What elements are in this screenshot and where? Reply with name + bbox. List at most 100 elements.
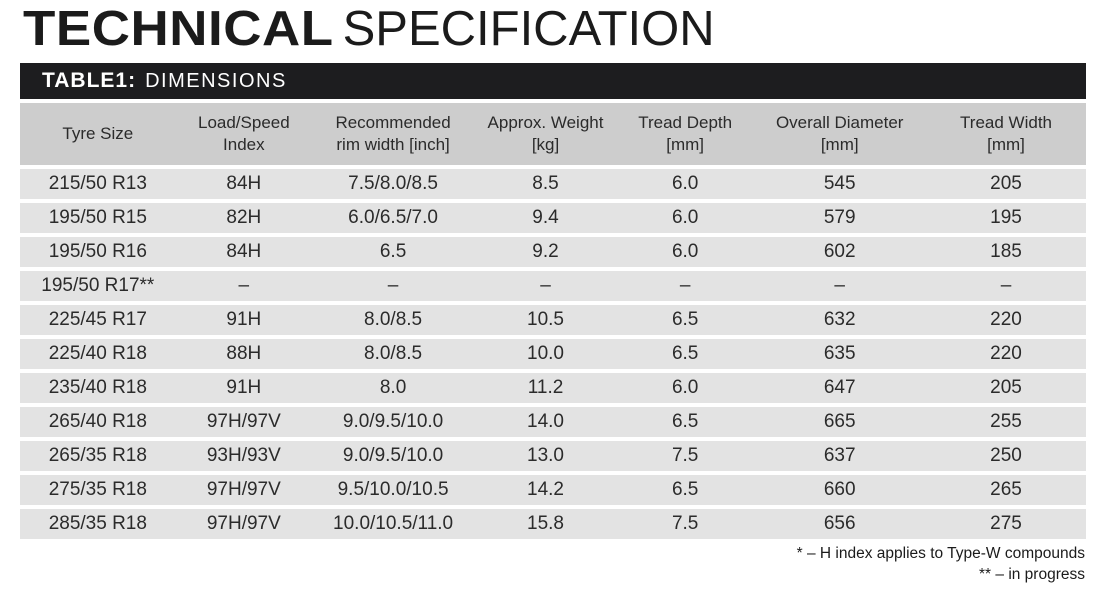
table-cell: 82H xyxy=(175,203,313,233)
table-cell: 265 xyxy=(926,475,1086,505)
table-row: 275/35 R18 97H/97V 9.5/10.0/10.5 14.2 6.5 660… xyxy=(20,475,1086,505)
table-cell: 88H xyxy=(175,339,313,369)
table-cell: 265/35 R18 xyxy=(20,441,176,471)
table-cell: 13.0 xyxy=(474,441,617,471)
page-title-light: SPECIFICATION xyxy=(342,1,715,56)
table-cell: – xyxy=(616,271,754,301)
table-cell: 10.5 xyxy=(474,305,617,335)
table-cell: 14.0 xyxy=(474,407,617,437)
dimensions-table-wrap: Tyre Size Load/Speed Index Recommended rim… xyxy=(20,99,1086,543)
column-header: Load/Speed Index xyxy=(175,103,313,165)
table-row: 215/50 R13 84H 7.5/8.0/8.5 8.5 6.0 545 205 xyxy=(20,169,1086,199)
footnotes: * – H index applies to Type-W compounds … xyxy=(797,543,1085,586)
table-cell: 285/35 R18 xyxy=(20,509,176,539)
table-cell: – xyxy=(474,271,617,301)
table-banner-label: TABLE1: xyxy=(42,69,137,92)
table-cell: 220 xyxy=(926,339,1086,369)
table-cell: 275/35 R18 xyxy=(20,475,176,505)
table-cell: 265/40 R18 xyxy=(20,407,176,437)
table-cell: 9.0/9.5/10.0 xyxy=(312,441,475,471)
table-cell: 6.0 xyxy=(616,203,754,233)
table-cell: 255 xyxy=(926,407,1086,437)
table-cell: 602 xyxy=(753,237,927,267)
page-title-heavy: TECHNICAL xyxy=(23,1,334,56)
column-header: Recommended rim width [inch] xyxy=(312,103,475,165)
table-cell: 195 xyxy=(926,203,1086,233)
table-cell: 6.0 xyxy=(616,237,754,267)
table-cell: 10.0 xyxy=(474,339,617,369)
table-cell: 8.0/8.5 xyxy=(312,339,475,369)
table-cell: 7.5 xyxy=(616,509,754,539)
column-header: Tyre Size xyxy=(20,103,176,165)
table-cell: 275 xyxy=(926,509,1086,539)
table-cell: 545 xyxy=(753,169,927,199)
table-cell: 8.5 xyxy=(474,169,617,199)
table-banner-title: DIMENSIONS xyxy=(145,69,287,92)
table-row: 195/50 R15 82H 6.0/6.5/7.0 9.4 6.0 579 195 xyxy=(20,203,1086,233)
table-cell: 250 xyxy=(926,441,1086,471)
table-row: 225/45 R17 91H 8.0/8.5 10.5 6.5 632 220 xyxy=(20,305,1086,335)
table-banner: TABLE1: DIMENSIONS xyxy=(20,63,1086,99)
footnote-double-asterisk: ** – in progress xyxy=(979,566,1085,584)
dimensions-table: Tyre Size Load/Speed Index Recommended rim… xyxy=(20,99,1086,543)
table-cell: 185 xyxy=(926,237,1086,267)
table-cell: 195/50 R17** xyxy=(20,271,176,301)
table-cell: 205 xyxy=(926,373,1086,403)
table-header-row: Tyre Size Load/Speed Index Recommended rim… xyxy=(20,103,1086,165)
table-cell: – xyxy=(926,271,1086,301)
table-cell: 6.5 xyxy=(616,305,754,335)
table-cell: 6.5 xyxy=(616,475,754,505)
table-cell: 579 xyxy=(753,203,927,233)
table-row: 265/35 R18 93H/93V 9.0/9.5/10.0 13.0 7.5 637 2… xyxy=(20,441,1086,471)
table-cell: 8.0/8.5 xyxy=(312,305,475,335)
column-header: Approx. Weight [kg] xyxy=(474,103,617,165)
table-cell: 15.8 xyxy=(474,509,617,539)
table-cell: 656 xyxy=(753,509,927,539)
table-cell: 225/45 R17 xyxy=(20,305,176,335)
table-cell: 9.5/10.0/10.5 xyxy=(312,475,475,505)
table-row: 195/50 R17** – – – – – – xyxy=(20,271,1086,301)
table-cell: 205 xyxy=(926,169,1086,199)
table-cell: 91H xyxy=(175,373,313,403)
column-header: Tread Depth [mm] xyxy=(616,103,754,165)
table-cell: 9.2 xyxy=(474,237,617,267)
table-cell: 235/40 R18 xyxy=(20,373,176,403)
table-cell: 665 xyxy=(753,407,927,437)
table-row: 195/50 R16 84H 6.5 9.2 6.0 602 185 xyxy=(20,237,1086,267)
table-cell: 225/40 R18 xyxy=(20,339,176,369)
table-cell: 7.5 xyxy=(616,441,754,471)
table-cell: 97H/97V xyxy=(175,475,313,505)
table-cell: 8.0 xyxy=(312,373,475,403)
table-cell: 91H xyxy=(175,305,313,335)
table-cell: 195/50 R16 xyxy=(20,237,176,267)
table-head: Tyre Size Load/Speed Index Recommended rim… xyxy=(20,103,1086,165)
table-row: 285/35 R18 97H/97V 10.0/10.5/11.0 15.8 7.5 65… xyxy=(20,509,1086,539)
table-cell: – xyxy=(175,271,313,301)
table-cell: 97H/97V xyxy=(175,407,313,437)
table-cell: 6.0 xyxy=(616,373,754,403)
table-cell: 97H/97V xyxy=(175,509,313,539)
table-cell: 637 xyxy=(753,441,927,471)
table-row: 235/40 R18 91H 8.0 11.2 6.0 647 205 xyxy=(20,373,1086,403)
table-cell: 220 xyxy=(926,305,1086,335)
page-title: TECHNICAL SPECIFICATION xyxy=(23,0,715,58)
table-cell: 84H xyxy=(175,237,313,267)
table-row: 225/40 R18 88H 8.0/8.5 10.0 6.5 635 220 xyxy=(20,339,1086,369)
table-cell: – xyxy=(312,271,475,301)
table-cell: 9.4 xyxy=(474,203,617,233)
table-cell: 11.2 xyxy=(474,373,617,403)
table-cell: 6.0 xyxy=(616,169,754,199)
table-cell: 6.0/6.5/7.0 xyxy=(312,203,475,233)
table-cell: 632 xyxy=(753,305,927,335)
table-cell: 660 xyxy=(753,475,927,505)
table-cell: 93H/93V xyxy=(175,441,313,471)
footnote-asterisk: * – H index applies to Type-W compounds xyxy=(796,545,1085,562)
column-header: Overall Diameter [mm] xyxy=(753,103,927,165)
table-cell: 215/50 R13 xyxy=(20,169,176,199)
table-cell: 647 xyxy=(753,373,927,403)
table-body: 215/50 R13 84H 7.5/8.0/8.5 8.5 6.0 545 205 195/… xyxy=(20,169,1086,539)
table-cell: 6.5 xyxy=(312,237,475,267)
table-cell: 6.5 xyxy=(616,407,754,437)
table-cell: 9.0/9.5/10.0 xyxy=(312,407,475,437)
